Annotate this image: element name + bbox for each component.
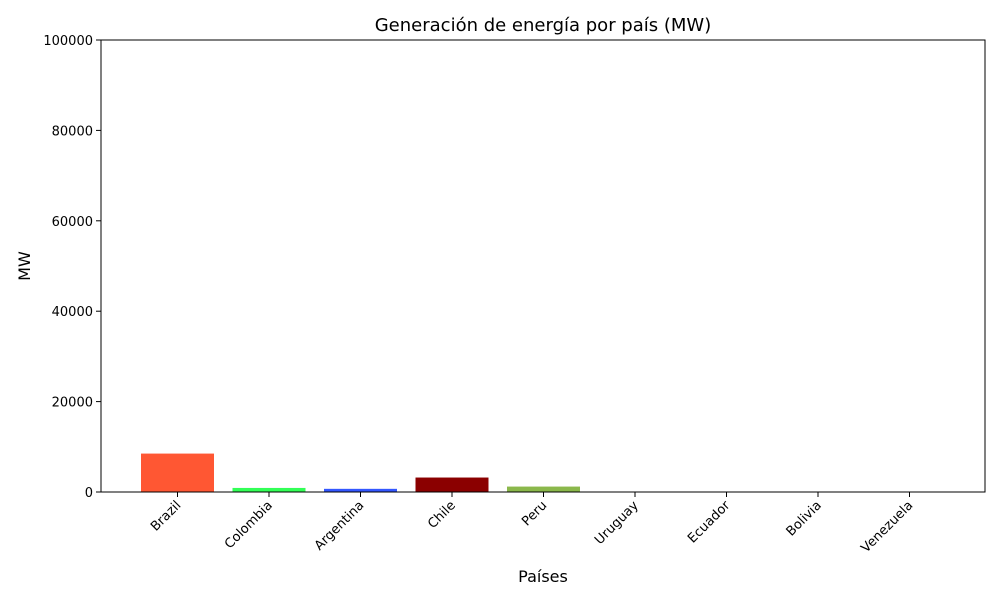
x-axis: Brazil Colombia Argentina Chile Peru Uruguay E… [148,492,916,556]
y-tick-label: 40000 [52,305,93,320]
x-tick-label: Peru [519,498,550,529]
y-tick-label: 0 [85,486,93,501]
y-tick-label: 60000 [52,215,93,230]
x-tick-label: Colombia [222,498,276,552]
x-axis-label: Países [518,567,568,586]
chart-title: Generación de energía por país (MW) [375,15,712,36]
bar-colombia [232,487,306,492]
y-tick-label: 20000 [52,396,93,411]
x-tick-label: Uruguay [592,498,642,548]
x-tick-label: Argentina [312,498,367,553]
bar-brazil [141,453,214,492]
bar-argentina [324,488,397,492]
bar-peru [507,486,580,492]
x-tick-label: Bolivia [784,498,825,539]
bars-group [141,453,946,492]
y-axis: 0 20000 40000 60000 80000 100000 [43,34,101,501]
y-tick-label: 80000 [52,124,93,139]
x-tick-label: Chile [425,498,459,532]
y-tick-label: 100000 [43,34,93,49]
bar-chile [415,477,489,492]
plot-frame [100,39,986,493]
x-tick-label: Ecuador [685,498,734,547]
x-tick-label: Venezuela [859,498,917,556]
y-axis-label: MW [15,251,34,281]
x-tick-label: Brazil [148,498,184,534]
